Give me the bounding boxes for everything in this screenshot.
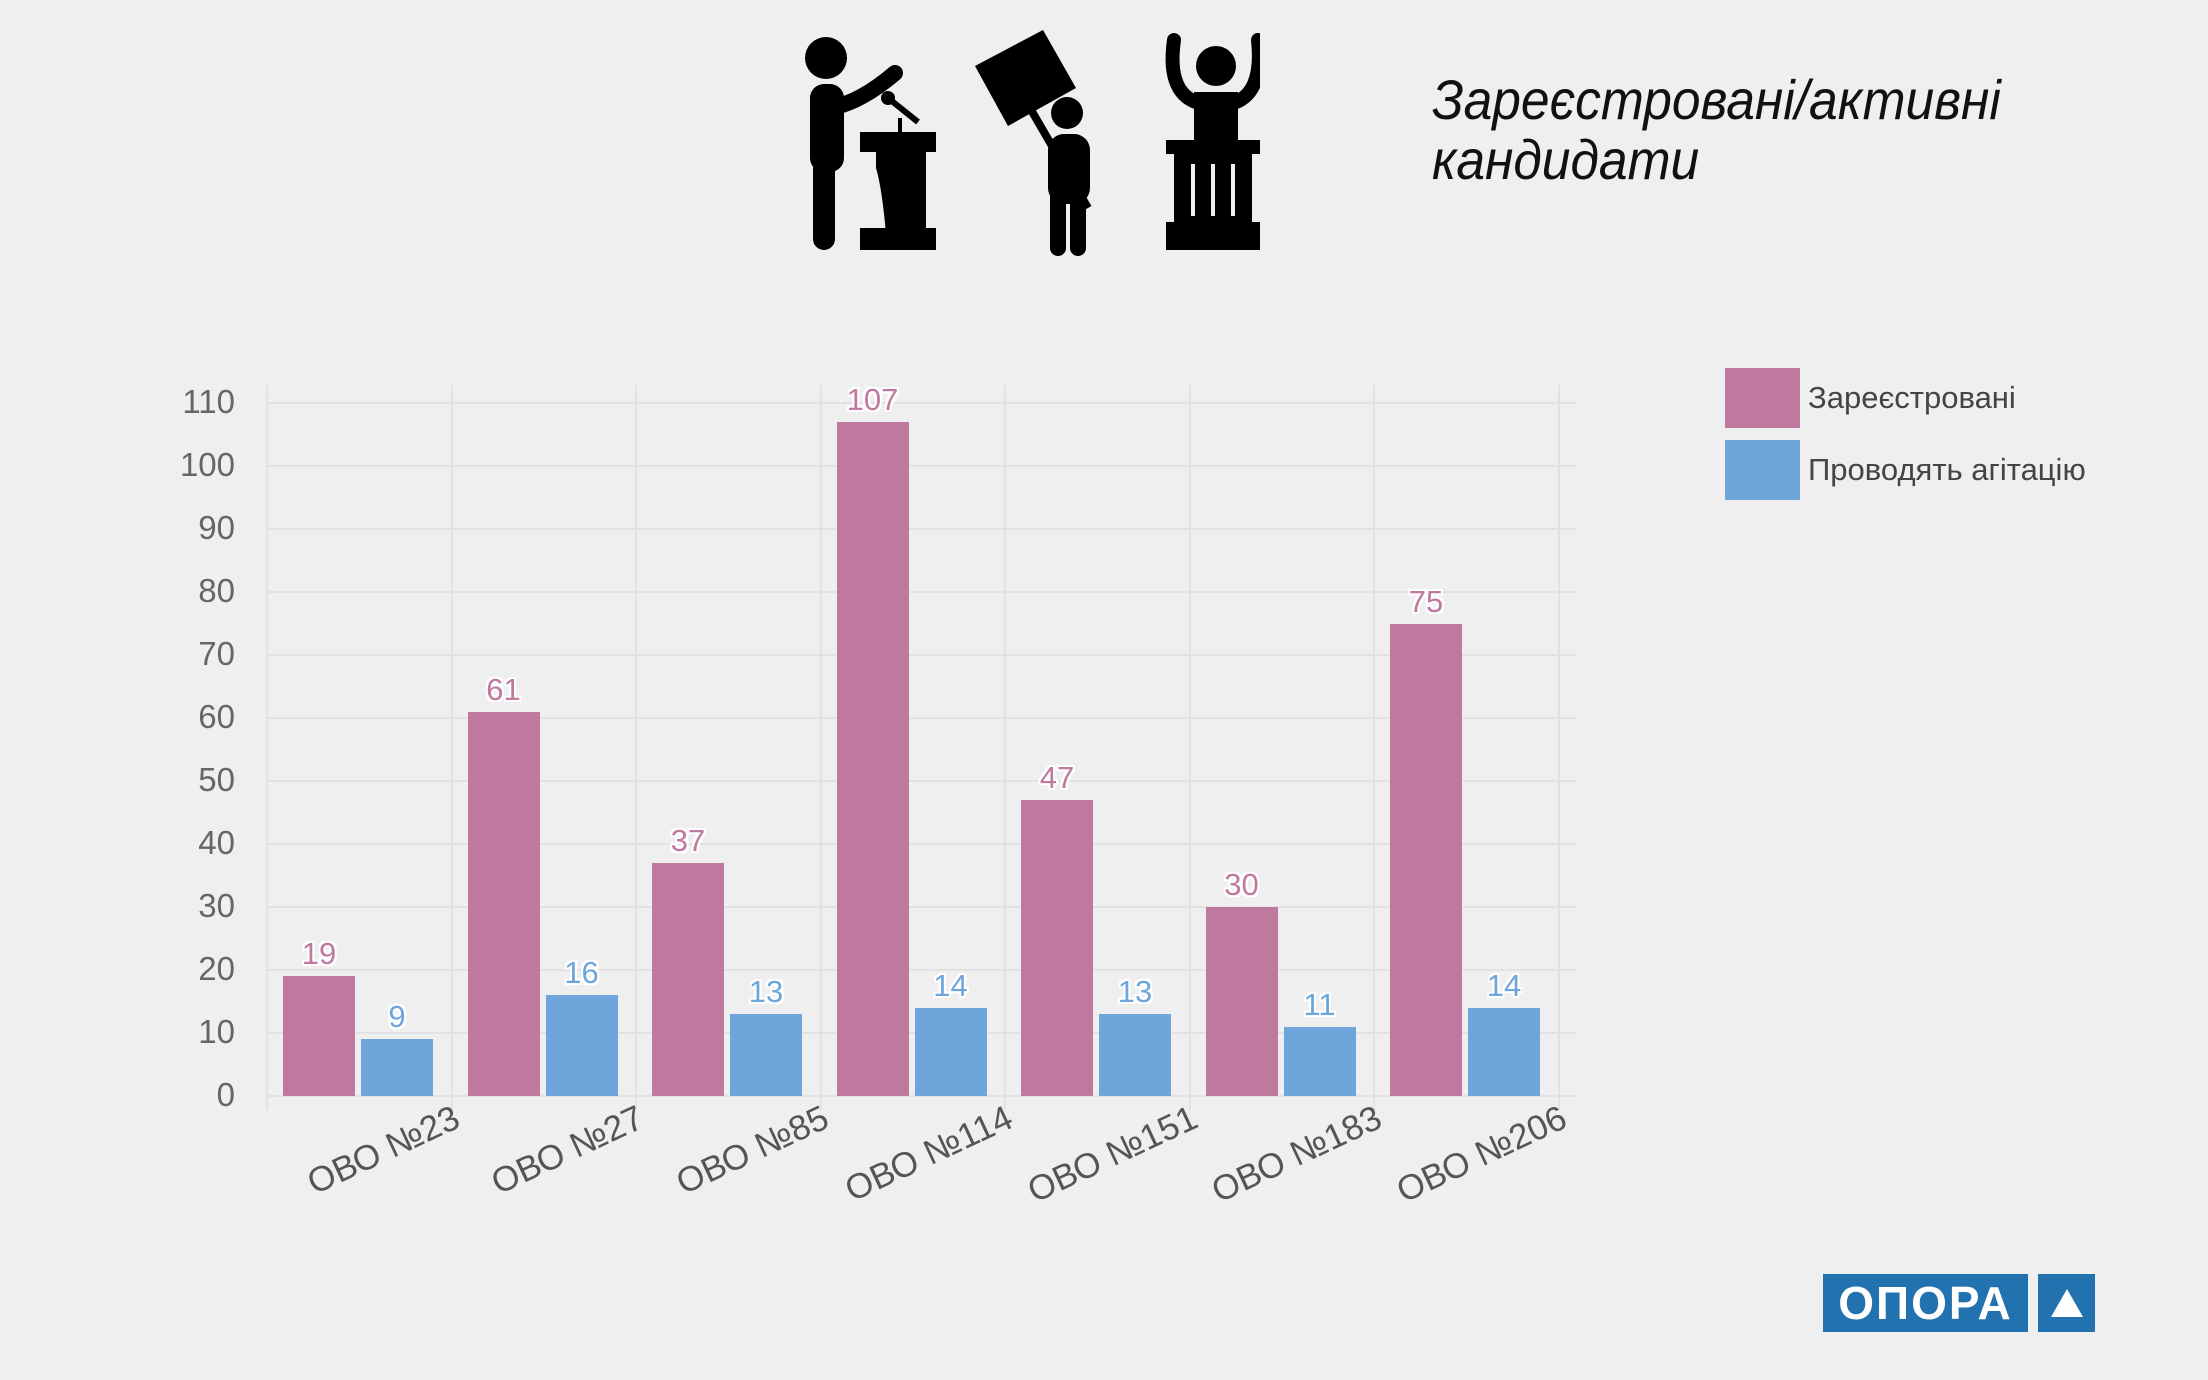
protester-with-sign-icon: [975, 30, 1092, 256]
y-tick-label: 40: [198, 824, 235, 861]
legend-swatch-registered: [1725, 368, 1800, 428]
legend-label-campaigning: Проводять агітацію: [1808, 452, 2086, 487]
bar-value-label: 47: [1039, 759, 1075, 795]
bar-campaigning[interactable]: [1283, 1026, 1356, 1096]
plot-area: 19 9 61 16 37 13 107 14 47 13 30 11 75 14: [266, 381, 1576, 1110]
bar-value-label: 13: [748, 974, 784, 1010]
bar-registered[interactable]: [1021, 799, 1093, 1096]
y-tick-label: 30: [198, 887, 235, 924]
gridline-horizontal: [266, 591, 1576, 593]
chart-title-line-1: Зареєстровані/активні: [1432, 68, 2001, 131]
gridline-horizontal: [266, 1095, 1576, 1097]
triangle-icon: [2038, 1274, 2095, 1332]
bar-registered[interactable]: [467, 711, 540, 1096]
y-tick-label: 60: [198, 698, 235, 735]
gridline-horizontal: [266, 906, 1576, 908]
y-tick-label: 110: [182, 383, 235, 420]
legend-label-registered: Зареєстровані: [1808, 380, 2016, 415]
gridline-vertical: [1188, 385, 1191, 1110]
bar-registered[interactable]: [1390, 623, 1462, 1096]
y-tick-label: 70: [198, 635, 235, 672]
gridline-horizontal: [266, 654, 1576, 656]
bar-value-label: 30: [1224, 867, 1259, 902]
bar-value-label: 61: [486, 671, 521, 707]
bar-value-label: 9: [388, 999, 406, 1035]
chart-title-line-2: кандидати: [1432, 128, 1700, 191]
bar-campaigning[interactable]: [914, 1007, 987, 1096]
speaker-at-podium-icon: [805, 37, 936, 250]
bar-value-label: 37: [670, 822, 706, 858]
gridline-horizontal: [266, 843, 1576, 845]
bar-campaigning[interactable]: [545, 995, 618, 1096]
bar-registered[interactable]: [836, 421, 909, 1096]
legend-item-campaigning: Проводять агітацію: [1725, 434, 2086, 506]
bar-campaigning[interactable]: [1099, 1014, 1171, 1096]
gridline-vertical: [1373, 385, 1375, 1110]
y-tick-label: 80: [198, 572, 235, 609]
gridline-horizontal: [266, 717, 1576, 719]
y-tick-label: 20: [198, 950, 235, 987]
opora-logo: ОПОРА: [1823, 1274, 2095, 1332]
y-tick-label: 0: [216, 1076, 235, 1113]
bar-registered[interactable]: [1205, 907, 1278, 1096]
bar-value-label: 19: [301, 936, 337, 972]
chart-title: Зареєстровані/активні кандидати: [1432, 70, 2001, 190]
bar-campaigning[interactable]: [730, 1014, 802, 1096]
y-tick-label: 10: [198, 1013, 235, 1050]
bar-value-label: 13: [1117, 974, 1153, 1010]
bar-campaigning[interactable]: [361, 1039, 433, 1096]
gridline-vertical: [819, 385, 822, 1110]
gridline-vertical: [1557, 385, 1560, 1110]
y-tick-label: 50: [198, 761, 235, 798]
bar-value-label: 11: [1303, 986, 1336, 1022]
header-icons: [805, 30, 1260, 256]
gridline-horizontal: [266, 969, 1576, 971]
bar-campaigning[interactable]: [1468, 1007, 1540, 1096]
gridline-horizontal: [266, 528, 1576, 530]
legend-swatch-campaigning: [1725, 440, 1800, 500]
gridline-vertical: [635, 385, 637, 1110]
bar-registered[interactable]: [652, 862, 724, 1096]
bar-value-label: 14: [933, 967, 968, 1003]
gridline-vertical: [450, 385, 453, 1110]
winner-at-rostrum-icon: [1165, 33, 1260, 250]
gridline-horizontal: [266, 465, 1576, 467]
y-tick-label: 90: [198, 509, 235, 546]
bar-value-label: 16: [564, 955, 599, 991]
legend: Зареєстровані Проводять агітацію: [1725, 362, 2086, 506]
legend-item-registered: Зареєстровані: [1725, 362, 2086, 434]
y-tick-label: 100: [179, 446, 235, 483]
gridline-horizontal: [266, 402, 1576, 404]
bar-registered[interactable]: [283, 976, 355, 1096]
gridline-vertical: [1004, 385, 1006, 1110]
bar-value-label: 14: [1486, 967, 1522, 1003]
gridline-horizontal: [266, 780, 1576, 782]
logo-text: ОПОРА: [1823, 1274, 2028, 1332]
bar-value-label: 75: [1408, 583, 1444, 619]
gridline-vertical: [266, 385, 268, 1110]
bar-value-label: 107: [846, 381, 899, 417]
